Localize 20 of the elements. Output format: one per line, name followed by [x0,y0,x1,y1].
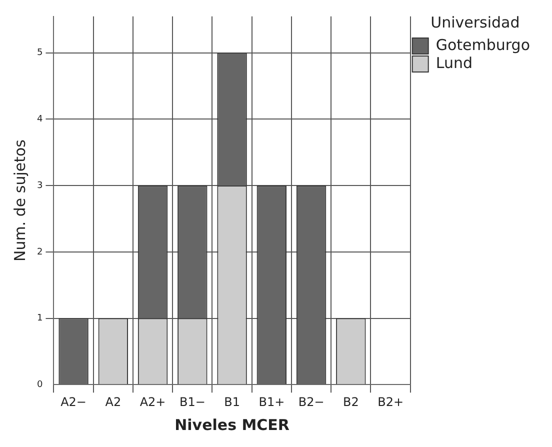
x-tick-label: A2+ [140,394,166,409]
x-tick-label: A2 [105,394,122,409]
x-tick-label: A2− [60,394,86,409]
y-tick-label: 3 [36,180,43,191]
legend-label: Gotemburgo [436,36,530,54]
y-tick-label: 0 [36,380,43,390]
legend-label: Lund [436,54,472,72]
y-tick-label: 2 [36,247,43,258]
x-axis-title: Niveles MCER [174,416,290,434]
y-axis-title: Num. de sujetos [10,139,29,262]
y-tick-label: 1 [36,314,43,324]
x-tick-label: B1+ [258,394,285,409]
x-tick-label: B2+ [378,394,404,409]
y-tick-label: 4 [36,114,43,125]
x-tick-label: B1− [179,394,206,409]
y-tick-label: 5 [36,48,43,58]
x-tick-label: B2 [342,394,359,409]
x-tick-label: B1 [224,394,240,409]
x-tick-label: B2− [298,394,324,409]
legend-title: Universidad [430,13,520,32]
